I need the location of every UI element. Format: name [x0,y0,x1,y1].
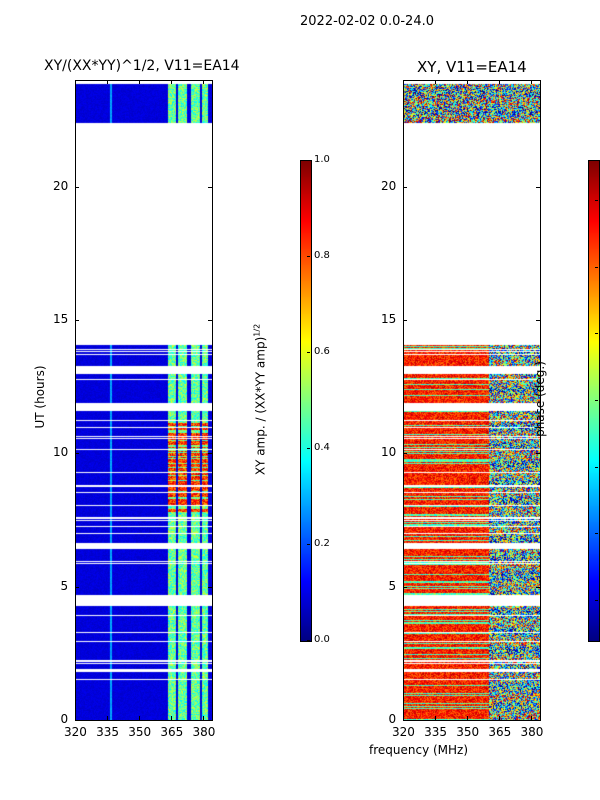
tick-mark [595,333,598,335]
tick-mark [595,466,598,468]
tick-mark [203,80,205,84]
tick-mark [75,586,79,588]
amplitude-colorbar [300,160,312,642]
tick-mark [595,200,598,201]
tick-mark [208,720,212,721]
tick-mark [536,586,540,588]
y-tick-label: 15 [53,312,69,326]
colorbar-tick-label: 0.2 [314,538,330,549]
tick-mark [435,80,437,84]
tick-mark [403,720,407,721]
x-tick-label: 365 [160,725,184,739]
colorbar-tick-label: 0.6 [314,346,330,357]
tick-mark [171,716,173,720]
tick-mark [403,80,404,84]
tick-mark [208,586,212,588]
tick-mark [307,448,310,449]
y-tick-label: 5 [60,578,69,593]
tick-mark [307,640,310,641]
tick-mark [208,186,212,188]
left-ylabel: UT (hours) [33,365,47,429]
x-tick-label: 320 [64,725,87,739]
tick-mark [536,320,540,321]
tick-mark [536,186,540,188]
tick-mark [307,352,310,353]
tick-mark [403,716,404,720]
y-tick-label: 10 [381,445,397,460]
tick-mark [139,80,141,84]
xlabel: frequency (MHz) [369,743,469,757]
y-tick-label: 5 [388,578,397,593]
right-axes-frame [403,80,541,721]
tick-mark [467,716,469,720]
tick-mark [75,453,79,455]
amplitude-colorbar-label: XY amp. / (XX*YY amp)1/2 [253,300,268,500]
left-title: XY/(XX*YY)^1/2, V11=EA14 [44,58,240,74]
x-tick-label: 365 [488,725,512,739]
y-tick-label: 10 [53,445,69,460]
tick-mark [435,716,437,720]
colorbar-label-main: XY amp. / (XX*YY amp) [253,336,268,476]
x-tick-label: 350 [128,725,152,739]
tick-mark [139,716,141,720]
tick-mark [403,453,407,455]
right-title: XY, V11=EA14 [417,58,527,76]
tick-mark [595,533,598,535]
x-tick-label: 320 [392,725,415,739]
x-tick-label: 380 [520,725,544,739]
tick-mark [75,720,79,721]
phase-colorbar-label: phase (deg.) [533,361,547,437]
tick-mark [307,544,310,545]
tick-mark [75,186,79,188]
tick-mark [595,400,598,401]
tick-mark [499,80,501,84]
colorbar-tick-label: 0.8 [314,250,330,261]
amplitude-heatmap [75,80,212,720]
tick-mark [499,716,501,720]
tick-mark [531,80,533,84]
x-tick-label: 335 [96,725,120,739]
x-tick-label: 350 [456,725,480,739]
tick-mark [171,80,173,84]
colorbar-tick-label: 1.0 [314,154,330,165]
tick-mark [467,80,469,84]
tick-mark [75,80,76,84]
tick-mark [75,320,79,321]
tick-mark [595,600,598,601]
colorbar-tick-label: 0.0 [314,634,330,645]
x-tick-label: 335 [424,725,448,739]
colorbar-label-sup: 1/2 [252,323,262,337]
tick-mark [403,320,407,321]
tick-mark [536,453,540,455]
tick-mark [107,716,109,720]
tick-mark [536,720,540,721]
y-tick-label: 20 [381,178,397,193]
phase-colorbar [588,160,600,642]
colorbar-tick-label: 0.4 [314,442,330,453]
tick-mark [307,256,310,257]
tick-mark [75,716,76,720]
tick-mark [107,80,109,84]
tick-mark [403,186,407,188]
tick-mark [531,716,533,720]
tick-mark [203,716,205,720]
y-tick-label: 20 [53,178,69,193]
tick-mark [403,586,407,588]
x-tick-label: 380 [192,725,216,739]
tick-mark [595,266,598,268]
tick-mark [208,320,212,321]
y-tick-label: 15 [381,312,397,326]
tick-mark [307,160,310,161]
suptitle: 2022-02-02 0.0-24.0 [300,14,434,29]
phase-heatmap [403,80,540,720]
tick-mark [208,453,212,455]
y-tick-label: 0 [388,712,397,726]
left-axes-frame [75,80,213,721]
y-tick-label: 0 [60,712,69,726]
